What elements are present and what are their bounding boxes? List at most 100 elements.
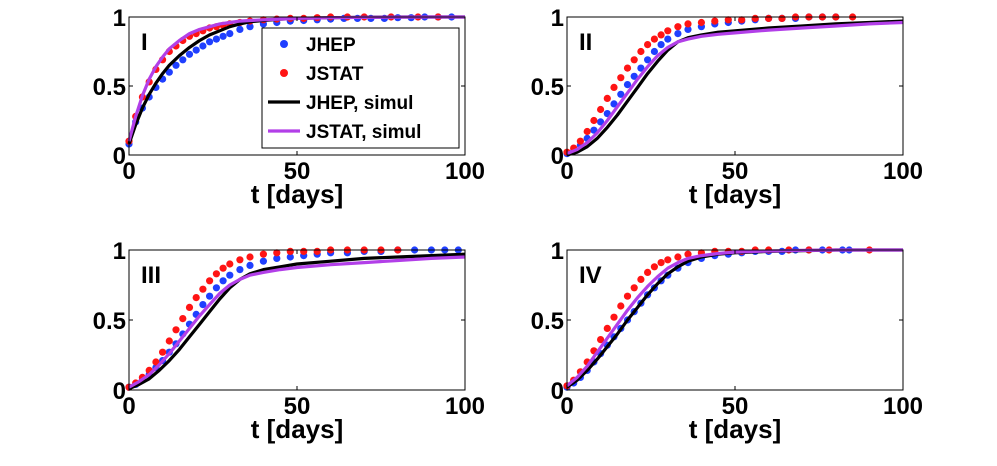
data-point	[623, 292, 632, 300]
y-tick-label: 0	[113, 143, 126, 170]
x-axis-label: t [days]	[251, 414, 343, 444]
data-point	[630, 72, 638, 80]
data-point	[597, 105, 605, 114]
data-point	[246, 23, 254, 31]
data-point	[590, 116, 598, 125]
data-point	[206, 38, 214, 46]
y-tick-label: 0	[551, 378, 564, 405]
data-point	[226, 271, 234, 279]
data-point	[246, 253, 254, 261]
x-tick-label: 50	[722, 393, 749, 420]
x-axis-label: t [days]	[251, 179, 343, 209]
y-tick-label: 0.5	[93, 74, 126, 101]
panel-IV: 0 50 100 0 0.5 1 t [days] IV	[531, 238, 923, 444]
data-point	[273, 254, 281, 262]
y-tick-label: 0.5	[531, 308, 564, 335]
data-point	[212, 270, 220, 278]
data-point	[597, 336, 605, 344]
series-jhep-simul-line	[128, 252, 466, 391]
data-point	[583, 127, 591, 136]
data-point	[664, 27, 672, 35]
data-point	[674, 29, 682, 38]
legend-marker	[280, 40, 288, 48]
data-point	[246, 261, 254, 269]
y-tick-label: 1	[551, 238, 564, 265]
data-point	[172, 326, 180, 334]
data-point	[657, 41, 665, 49]
data-point	[684, 25, 692, 33]
data-point	[650, 47, 659, 56]
data-point	[674, 23, 682, 31]
series-jhep-points	[563, 246, 853, 391]
y-tick-label: 0	[113, 378, 126, 405]
data-point	[236, 256, 244, 264]
x-tick-label: 50	[722, 158, 749, 185]
data-point	[236, 25, 244, 33]
series-jhep-simul-line	[566, 248, 903, 389]
data-point	[286, 253, 294, 261]
data-point	[674, 253, 682, 261]
data-point	[684, 20, 692, 28]
data-point	[165, 68, 173, 76]
x-tick-label: 100	[445, 158, 485, 185]
data-point	[657, 31, 665, 39]
data-point	[623, 81, 632, 89]
series-jstat-simul-line	[565, 248, 903, 388]
data-point	[212, 35, 220, 43]
x-tick-label: 100	[445, 393, 485, 420]
data-point	[313, 247, 321, 255]
data-point	[751, 14, 759, 22]
data-point	[650, 263, 659, 271]
data-point	[644, 56, 652, 64]
series-jstat-simul-line	[128, 255, 466, 389]
data-point	[159, 348, 167, 356]
legend-entry: JHEP, simul	[268, 93, 413, 114]
data-point	[179, 315, 187, 323]
data-point	[610, 100, 618, 108]
x-tick-label: 0	[122, 158, 135, 185]
axes-frame	[566, 249, 904, 391]
y-tick-label: 0.5	[531, 74, 564, 101]
data-point	[172, 61, 180, 69]
series-jstat-simul-line	[566, 20, 904, 156]
data-point	[219, 277, 227, 285]
data-point	[199, 42, 207, 50]
data-point	[711, 17, 719, 25]
data-point	[637, 47, 645, 56]
data-point	[644, 268, 652, 276]
panel-label: III	[141, 262, 161, 289]
legend-marker	[280, 69, 288, 77]
data-point	[697, 18, 706, 27]
legend-label: JSTAT, simul	[306, 122, 421, 143]
data-point	[778, 14, 786, 22]
data-point	[576, 137, 585, 145]
data-point	[199, 285, 207, 293]
y-tick-label: 1	[551, 5, 564, 32]
panel-label: I	[141, 29, 148, 56]
data-point	[152, 358, 160, 366]
series-jhep-simul-line	[566, 19, 904, 157]
x-tick-label: 0	[122, 393, 135, 420]
data-point	[603, 94, 611, 102]
data-point	[617, 74, 625, 82]
legend: JHEP JSTAT JHEP, simul JSTAT, simul	[261, 27, 460, 149]
data-point	[206, 277, 214, 285]
data-point	[644, 41, 652, 49]
data-point	[192, 46, 200, 54]
data-point	[650, 35, 659, 43]
data-point	[185, 303, 194, 311]
x-tick-label: 50	[284, 393, 311, 420]
panel-label: IV	[579, 262, 602, 289]
x-tick-label: 100	[883, 393, 923, 420]
data-point	[724, 16, 732, 24]
series-jstat-simul-line	[127, 15, 465, 142]
y-tick-label: 0	[551, 143, 564, 170]
data-point	[617, 302, 625, 310]
x-tick-label: 50	[284, 158, 311, 185]
legend-label: JHEP	[306, 35, 356, 56]
data-point	[212, 284, 220, 292]
legend-label: JHEP, simul	[306, 93, 413, 114]
x-axis-label: t [days]	[689, 179, 781, 209]
legend-entry: JSTAT	[280, 64, 364, 85]
legend-label: JSTAT	[306, 64, 364, 85]
